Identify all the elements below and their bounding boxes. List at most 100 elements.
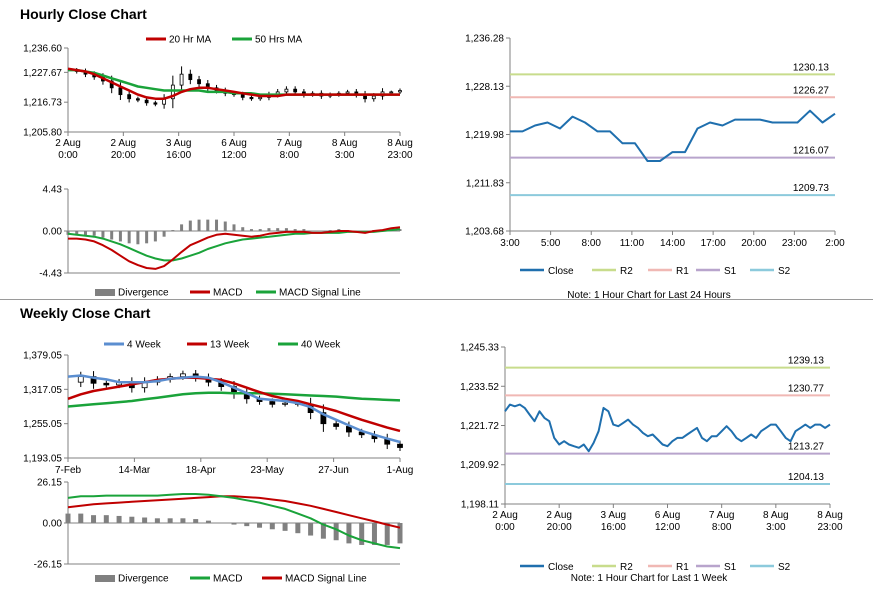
weekly-price-ytick-label: 1,317.05 [23, 385, 62, 396]
hourly-levels-xtick-label: 11:00 [620, 238, 645, 249]
hourly-price-ytick-label: 1,205.80 [23, 128, 62, 139]
hourly-divergence-bar [171, 230, 175, 231]
weekly-divergence-bar [384, 523, 390, 545]
weekly-price-candle [269, 401, 276, 405]
hourly-price-xtick-label: 8:00 [280, 150, 300, 161]
hourly-divergence-bar [180, 224, 184, 231]
weekly-price-candle [397, 443, 403, 448]
weekly-levels-xtick-label: 3:00 [766, 522, 786, 533]
hourly-price-xtick-label: 0:00 [58, 150, 78, 161]
hourly-price-xtick-label: 6 Aug [221, 138, 247, 149]
hourly-price-xtick-label: 2 Aug [55, 138, 81, 149]
weekly-levels-xtick-label: 7 Aug [709, 510, 735, 521]
weekly-divergence-bar [116, 515, 122, 523]
weekly-levels-legend-label: Close [548, 562, 574, 573]
hourly-divergence-bar [302, 229, 306, 231]
weekly-price-candle [77, 376, 84, 383]
weekly-levels-legend-label: R2 [620, 562, 633, 573]
hourly-price-candle [345, 91, 350, 94]
hourly-price-ytick-label: 1,236.60 [23, 44, 62, 55]
hourly-legend-divergence-swatch [95, 289, 115, 296]
hourly-divergence-bar [136, 231, 140, 245]
weekly-price-candle [180, 373, 186, 378]
weekly-divergence-bar [359, 523, 365, 545]
hourly-price-xtick-label: 3:00 [335, 150, 355, 161]
hourly-levels-xtick-label: 8:00 [582, 238, 602, 249]
weekly-levels-xtick-label: 2 Aug [492, 510, 518, 521]
weekly-price-xtick-label: 23-May [251, 465, 284, 476]
hourly-divergence-bar [127, 231, 131, 244]
weekly-legend-divergence-swatch [95, 575, 115, 582]
hourly-levels-level-label-s1: 1216.07 [793, 146, 830, 157]
weekly-price-ytick-label: 1,255.05 [23, 419, 62, 430]
hourly-price-candle [284, 88, 289, 93]
hourly-levels-note: Note: 1 Hour Chart for Last 24 Hours [567, 290, 730, 301]
hourly-price-candle [179, 73, 184, 86]
hourly-divergence-bar [75, 231, 79, 235]
weekly-divergence-bar [205, 520, 211, 523]
weekly-40wk-line [67, 391, 401, 408]
weekly-divergence-bar [154, 518, 160, 523]
hourly-levels-level-label-s2: 1209.73 [793, 183, 830, 194]
hourly-levels-legend-label: S1 [724, 266, 737, 277]
hourly-divergence-bar [319, 231, 323, 232]
weekly-levels-close-line [504, 403, 831, 453]
weekly-section-title: Weekly Close Chart [20, 305, 151, 321]
weekly-price-candle [333, 423, 340, 427]
hourly-macd-ytick-label: 0.00 [43, 227, 63, 238]
weekly-divergence-bar [103, 515, 109, 523]
weekly-levels-xtick-label: 20:00 [547, 522, 572, 533]
hourly-price-candle [188, 73, 193, 81]
weekly-levels-legend-label: R1 [676, 562, 689, 573]
hourly-divergence-bar [197, 219, 201, 231]
hourly-divergence-bar [153, 231, 157, 242]
hourly-macd-ytick-label: 4.43 [43, 185, 63, 196]
weekly-price-xtick-label: 14-Mar [119, 465, 151, 476]
hourly-price-xtick-label: 20:00 [111, 150, 136, 161]
hourly-price-xtick-label: 8 Aug [332, 138, 358, 149]
weekly-divergence-bar [167, 518, 173, 523]
weekly-divergence-bar [282, 523, 288, 531]
section-divider [0, 299, 873, 300]
hourly-levels-ytick-label: 1,211.83 [466, 178, 505, 189]
hourly-price-candle [144, 99, 149, 104]
hourly-price-ytick-label: 1,216.73 [23, 98, 62, 109]
weekly-legend-macd-signal-label: MACD Signal Line [285, 574, 367, 585]
weekly-4wk-line [67, 374, 401, 444]
hourly-levels-xtick-label: 5:00 [541, 238, 561, 249]
weekly-levels-ytick-label: 1,233.52 [460, 382, 499, 393]
hourly-price-candle [127, 94, 132, 100]
hourly-legend-macd-signal-label: MACD Signal Line [279, 288, 361, 299]
weekly-levels-xtick-label: 23:00 [817, 522, 842, 533]
hourly-price-candle [135, 98, 140, 101]
hourly-price-candle [197, 79, 201, 85]
weekly-legend-4wk-label: 4 Week [127, 340, 162, 351]
hourly-divergence-bar [293, 229, 297, 231]
hourly-divergence-bar [66, 231, 70, 235]
weekly-divergence-bar [129, 516, 135, 523]
hourly-price-candle [153, 102, 158, 105]
hourly-levels-ytick-label: 1,228.13 [465, 82, 504, 93]
weekly-divergence-bar [333, 523, 339, 541]
weekly-divergence-bar [371, 523, 377, 545]
weekly-levels-note: Note: 1 Hour Chart for Last 1 Week [571, 573, 729, 584]
hourly-divergence-bar [223, 221, 227, 231]
weekly-macd-signal-line [67, 495, 401, 529]
hourly-divergence-bar [83, 231, 87, 236]
weekly-levels-xtick-label: 8:00 [712, 522, 732, 533]
weekly-divergence-bar [295, 523, 301, 534]
hourly-legend-divergence-label: Divergence [118, 288, 169, 299]
weekly-levels-legend-label: S2 [778, 562, 791, 573]
weekly-legend-13wk-label: 13 Week [210, 340, 250, 351]
weekly-levels-ytick-label: 1,198.11 [461, 500, 500, 511]
hourly-divergence-bar [258, 229, 262, 231]
weekly-divergence-bar [91, 515, 97, 523]
weekly-levels-xtick-label: 8 Aug [763, 510, 789, 521]
hourly-20hr-ma-line [67, 67, 400, 100]
weekly-levels-ytick-label: 1,221.72 [460, 421, 499, 432]
hourly-divergence-bar [328, 230, 332, 231]
hourly-levels-ytick-label: 1,236.28 [465, 34, 504, 45]
weekly-levels-xtick-label: 12:00 [655, 522, 680, 533]
weekly-divergence-bar [180, 518, 186, 523]
hourly-levels-legend-label: R1 [676, 266, 689, 277]
